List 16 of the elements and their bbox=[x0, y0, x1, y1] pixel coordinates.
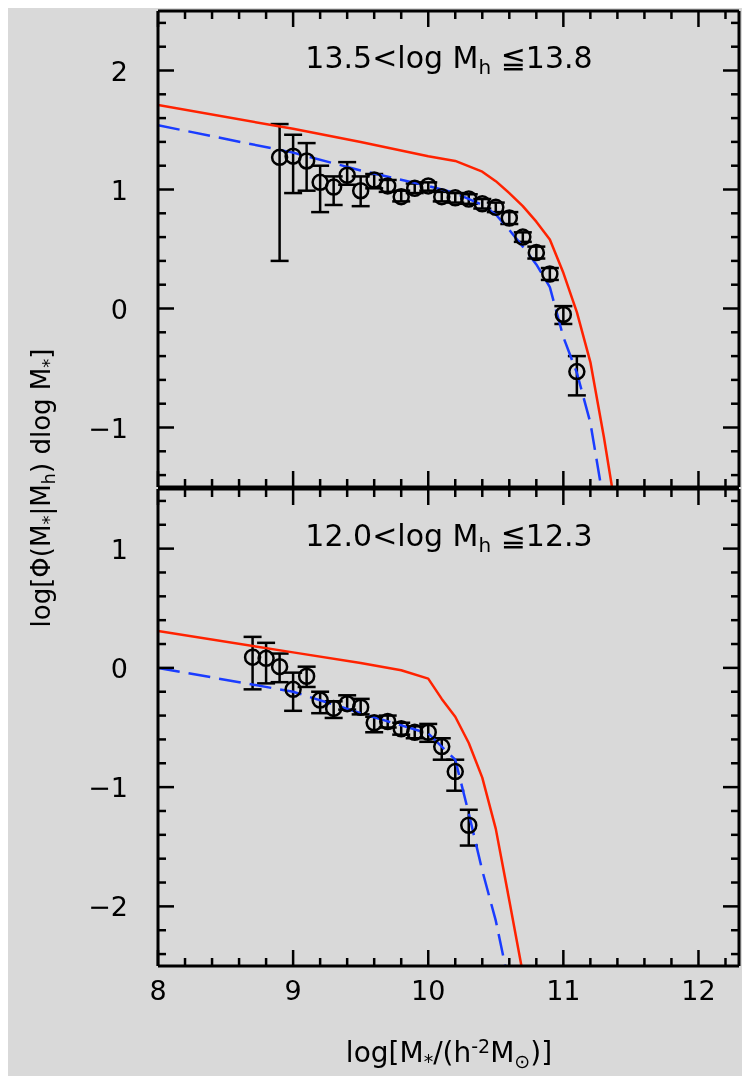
x-tick-label: 8 bbox=[149, 975, 167, 1006]
y-tick-label: 1 bbox=[110, 174, 128, 206]
y-tick-label: 2 bbox=[110, 55, 128, 87]
y-tick-label: 0 bbox=[110, 652, 128, 684]
text: 12.0<log M$_{h}$ ≦12.3 bbox=[305, 518, 593, 557]
x-tick-label: 12 bbox=[681, 975, 716, 1006]
text: 13.5<log M$_{h}$ ≦13.8 bbox=[305, 40, 593, 79]
x-tick-label: 9 bbox=[284, 975, 302, 1006]
y-tick-label: −2 bbox=[88, 891, 128, 923]
x-tick-label: 10 bbox=[411, 975, 446, 1006]
y-tick-label: −1 bbox=[88, 412, 128, 444]
x-axis-title: log[M$_{*}$/(h$^{-2}$M$_{⊙}$)] bbox=[345, 1035, 553, 1072]
y-tick-label: 0 bbox=[110, 293, 128, 325]
y-tick-label: 1 bbox=[110, 533, 128, 565]
x-tick-label: 11 bbox=[546, 975, 581, 1006]
y-tick-label: −1 bbox=[88, 772, 128, 804]
